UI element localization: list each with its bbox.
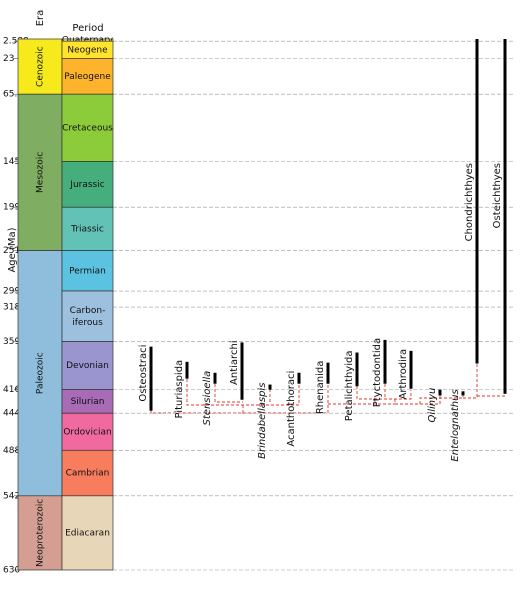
clade-link	[214, 384, 243, 403]
period-box	[61, 161, 114, 208]
taxon-label: Pituriaspida	[174, 360, 185, 419]
clade-link	[356, 386, 412, 400]
period-label: Ediacaran	[65, 528, 110, 538]
range-bar	[240, 342, 244, 400]
period-label: Carbon-	[70, 306, 106, 316]
y-tick-label: 542	[3, 491, 20, 501]
taxon-label: Antiarchi	[229, 340, 240, 385]
taxon-label: Entelognathus	[450, 389, 461, 461]
period-box	[61, 412, 114, 451]
y-tick-label: 488	[3, 446, 20, 456]
period-label: Devonian	[66, 361, 109, 371]
era-header: Era	[35, 10, 46, 27]
period-label: Paleogene	[64, 72, 111, 82]
period-label: Ordovician	[63, 427, 111, 437]
range-bar	[383, 339, 387, 384]
period-label: Silurian	[71, 397, 105, 407]
taxon-label: Rhenanida	[315, 361, 326, 415]
range-bar	[326, 362, 330, 384]
period-box	[61, 206, 114, 251]
period-label: Quaternary	[62, 36, 114, 46]
period-box	[61, 495, 114, 571]
era-box	[17, 38, 63, 95]
taxon-label: Petalichthyida	[344, 351, 355, 422]
range-bar	[297, 372, 301, 384]
era-label: Neoproterozoic	[36, 499, 46, 567]
period-box	[61, 93, 114, 162]
range-bar	[149, 346, 153, 411]
y-tick-label: 145.5	[3, 157, 29, 167]
taxon-label: Stensioella	[202, 371, 213, 426]
y-tick-label: 23	[3, 54, 14, 64]
range-bar	[438, 389, 442, 396]
y-tick-label: 199.6	[3, 203, 29, 213]
period-label: Cretaceous	[62, 123, 113, 133]
period-label: Cambrian	[66, 469, 110, 479]
period-label: iferous	[72, 318, 103, 328]
y-tick-label: 444	[3, 409, 20, 419]
taxon-label: Chondrichthyes	[464, 163, 475, 241]
clade-link	[419, 396, 464, 404]
taxon-label: Acanthothoraci	[286, 371, 297, 447]
taxon-label: Arthrodira	[398, 349, 409, 400]
y-axis-label: Age (Ma)	[7, 227, 18, 272]
clade-link	[463, 364, 478, 399]
y-tick-label: 251	[3, 246, 20, 256]
range-bar	[409, 350, 413, 389]
y-tick-label: 630	[3, 566, 20, 576]
period-label: Permian	[69, 266, 106, 276]
y-tick-label: 318	[3, 303, 20, 313]
era-label: Paleozoic	[36, 352, 46, 394]
taxon-label: Brindabellaspis	[257, 383, 268, 459]
period-box	[61, 449, 114, 497]
range-bar	[268, 384, 272, 390]
period-header: Period	[72, 23, 103, 34]
period-box	[61, 290, 114, 342]
range-bar	[461, 391, 465, 396]
range-bar	[475, 39, 479, 364]
era-box	[17, 93, 63, 251]
taxon-label: Qilinyu	[427, 388, 438, 423]
y-tick-label: 65.5	[3, 90, 23, 100]
y-tick-label: 299	[3, 287, 20, 297]
period-box	[61, 250, 114, 292]
period-box	[61, 341, 114, 390]
period-label: Jurassic	[69, 180, 104, 190]
taxon-label: Osteostraci	[138, 345, 149, 402]
range-bar	[213, 372, 217, 384]
y-tick-label: 359	[3, 337, 20, 347]
clade-link	[394, 396, 441, 405]
clade-link	[477, 394, 506, 397]
range-bar	[503, 39, 507, 394]
era-box	[17, 495, 63, 571]
period-label: Neogene	[67, 45, 108, 55]
taxon-label: Ptyctodontida	[372, 338, 383, 407]
era-label: Cenozoic	[36, 46, 46, 87]
era-label: Mesozoic	[36, 152, 46, 193]
y-tick-label: 416	[3, 385, 20, 395]
range-bar	[185, 361, 189, 379]
range-bar	[355, 352, 359, 387]
taxon-label: Osteichthyes	[492, 163, 503, 228]
period-label: Triassic	[70, 224, 104, 234]
y-tick-label: 2.588	[3, 37, 29, 47]
